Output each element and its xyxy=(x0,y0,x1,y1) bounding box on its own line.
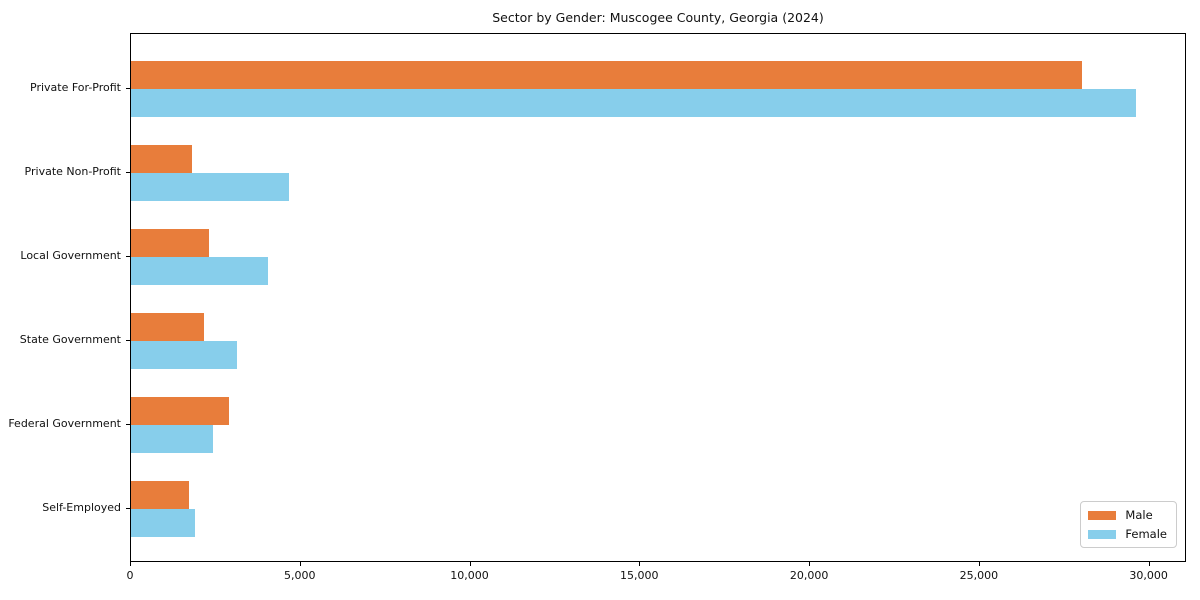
x-tick-mark xyxy=(1148,562,1150,566)
x-tick-label-25000: 25,000 xyxy=(959,569,999,582)
y-axis-label-private-for-profit: Private For-Profit xyxy=(30,81,121,95)
y-tick-mark xyxy=(126,507,130,509)
x-tick-mark xyxy=(469,562,471,566)
y-axis-label-federal-government: Federal Government xyxy=(8,416,121,430)
x-axis-ticks: 0 5,000 10,000 15,000 20,000 25,000 30,000 xyxy=(126,562,1186,592)
x-tick-label-20000: 20,000 xyxy=(789,569,829,582)
y-tick-mark xyxy=(126,340,130,341)
x-tick-mark xyxy=(978,562,980,566)
bar-male-state-government xyxy=(131,313,204,341)
bars-layer xyxy=(131,34,1185,561)
y-axis-label-state-government: State Government xyxy=(19,333,121,346)
chart-title: Sector by Gender: Muscogee County, Georg… xyxy=(492,10,824,25)
x-tick-label-10000: 10,000 xyxy=(450,569,489,582)
bar-female-private-non-profit xyxy=(131,173,289,202)
y-tick-mark xyxy=(126,423,130,425)
x-tick-label-0: 0 xyxy=(126,569,134,582)
legend-label-male: Male xyxy=(1125,508,1153,522)
bar-female-state-government xyxy=(131,341,237,369)
x-tick-label-30000: 30,000 xyxy=(1129,569,1168,582)
male-color-swatch xyxy=(1088,510,1117,520)
x-tick-label-5000: 5,000 xyxy=(284,569,316,582)
x-tick-mark xyxy=(809,562,811,566)
y-tick-mark xyxy=(126,256,130,258)
y-axis-label-private-non-profit: Private Non-Profit xyxy=(24,165,121,179)
y-axis-label-local-government: Local Government xyxy=(20,249,121,263)
bar-male-federal-government xyxy=(131,396,229,425)
x-tick-mark xyxy=(130,562,131,566)
y-axis-labels: Private For-Profit Private Non-Profit Loca… xyxy=(0,33,130,562)
bar-female-local-government xyxy=(131,257,269,286)
x-tick-label-15000: 15,000 xyxy=(620,569,659,582)
legend-label-female: Female xyxy=(1125,527,1167,541)
female-color-swatch xyxy=(1088,529,1117,539)
plot-area: Male Female xyxy=(130,33,1186,562)
x-tick-mark xyxy=(299,562,301,566)
bar-male-private-non-profit xyxy=(131,145,193,174)
y-axis-label-self-employed: Self-Employed xyxy=(42,500,121,514)
legend-item-male: Male xyxy=(1088,508,1167,522)
bar-male-private-for-profit xyxy=(131,61,1082,90)
bar-female-self-employed xyxy=(131,508,195,537)
bar-female-federal-government xyxy=(131,424,213,453)
legend-item-female: Female xyxy=(1088,527,1167,541)
bar-male-local-government xyxy=(131,229,209,258)
y-tick-mark xyxy=(126,88,130,90)
x-tick-mark xyxy=(639,562,641,566)
bar-female-private-for-profit xyxy=(131,89,1137,118)
bar-male-self-employed xyxy=(131,480,189,509)
legend: Male Female xyxy=(1080,501,1177,548)
y-tick-mark xyxy=(126,172,130,174)
